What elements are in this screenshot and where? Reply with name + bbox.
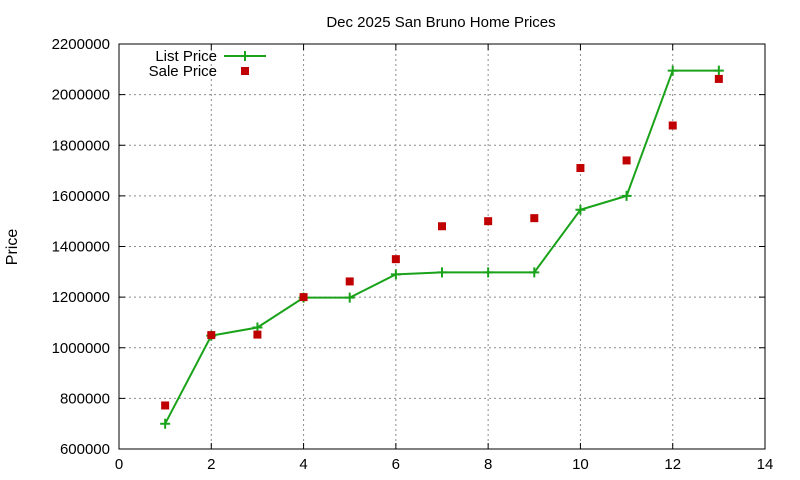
chart-title: Dec 2025 San Bruno Home Prices [326, 14, 555, 31]
list-price-point [529, 267, 540, 278]
sale-price-point [161, 401, 170, 410]
sale-price-point [484, 217, 493, 226]
legend-label-list-price: List Price [155, 48, 217, 65]
x-tick-label: 4 [299, 456, 307, 473]
list-price-point [621, 190, 632, 201]
sale-price-point [391, 255, 400, 264]
y-axis-label: Price [4, 229, 21, 266]
grid-lines [119, 44, 765, 449]
list-price-point [344, 292, 355, 303]
axis-ticks: 0 2 4 6 8 10 12 14 600000 800000 1000000 1200000 140… [52, 36, 774, 473]
list-price-point [713, 65, 724, 76]
sale-price-point [576, 164, 585, 173]
y-tick-label: 1000000 [52, 340, 110, 357]
y-tick-label: 600000 [60, 441, 110, 458]
legend-marker-sale-price [241, 67, 249, 75]
sale-price-point [668, 121, 677, 130]
x-tick-label: 6 [392, 456, 400, 473]
sale-price-point [207, 331, 216, 340]
y-tick-label: 1200000 [52, 289, 110, 306]
y-tick-label: 1800000 [52, 137, 110, 154]
list-price-point [483, 267, 494, 278]
sale-price-point [345, 277, 354, 286]
x-tick-label: 2 [207, 456, 215, 473]
list-price-point [160, 418, 171, 429]
list-price-line [164, 69, 719, 425]
list-price-point [667, 65, 678, 76]
x-tick-label: 10 [572, 456, 589, 473]
x-tick-label: 0 [115, 456, 123, 473]
y-tick-label: 1600000 [52, 188, 110, 205]
legend: List Price Sale Price [149, 48, 266, 80]
sale-price-point [622, 156, 631, 165]
x-tick-label: 14 [757, 456, 774, 473]
sale-price-point [299, 293, 308, 302]
legend-marker-list-price [240, 51, 250, 61]
sale-price-point [530, 214, 539, 223]
sale-price-point [253, 330, 262, 339]
y-tick-label: 1400000 [52, 239, 110, 256]
list-price-point [390, 269, 401, 280]
sale-price-point [438, 222, 446, 231]
legend-label-sale-price: Sale Price [149, 63, 217, 80]
x-tick-label: 8 [484, 456, 492, 473]
list-price-point [575, 204, 586, 215]
x-tick-label: 12 [664, 456, 681, 473]
list-price-point [437, 267, 447, 278]
y-tick-label: 800000 [60, 390, 110, 407]
y-tick-label: 2000000 [52, 87, 110, 104]
data-series [160, 65, 724, 429]
y-tick-label: 2200000 [52, 36, 110, 53]
sale-price-point [714, 74, 723, 83]
